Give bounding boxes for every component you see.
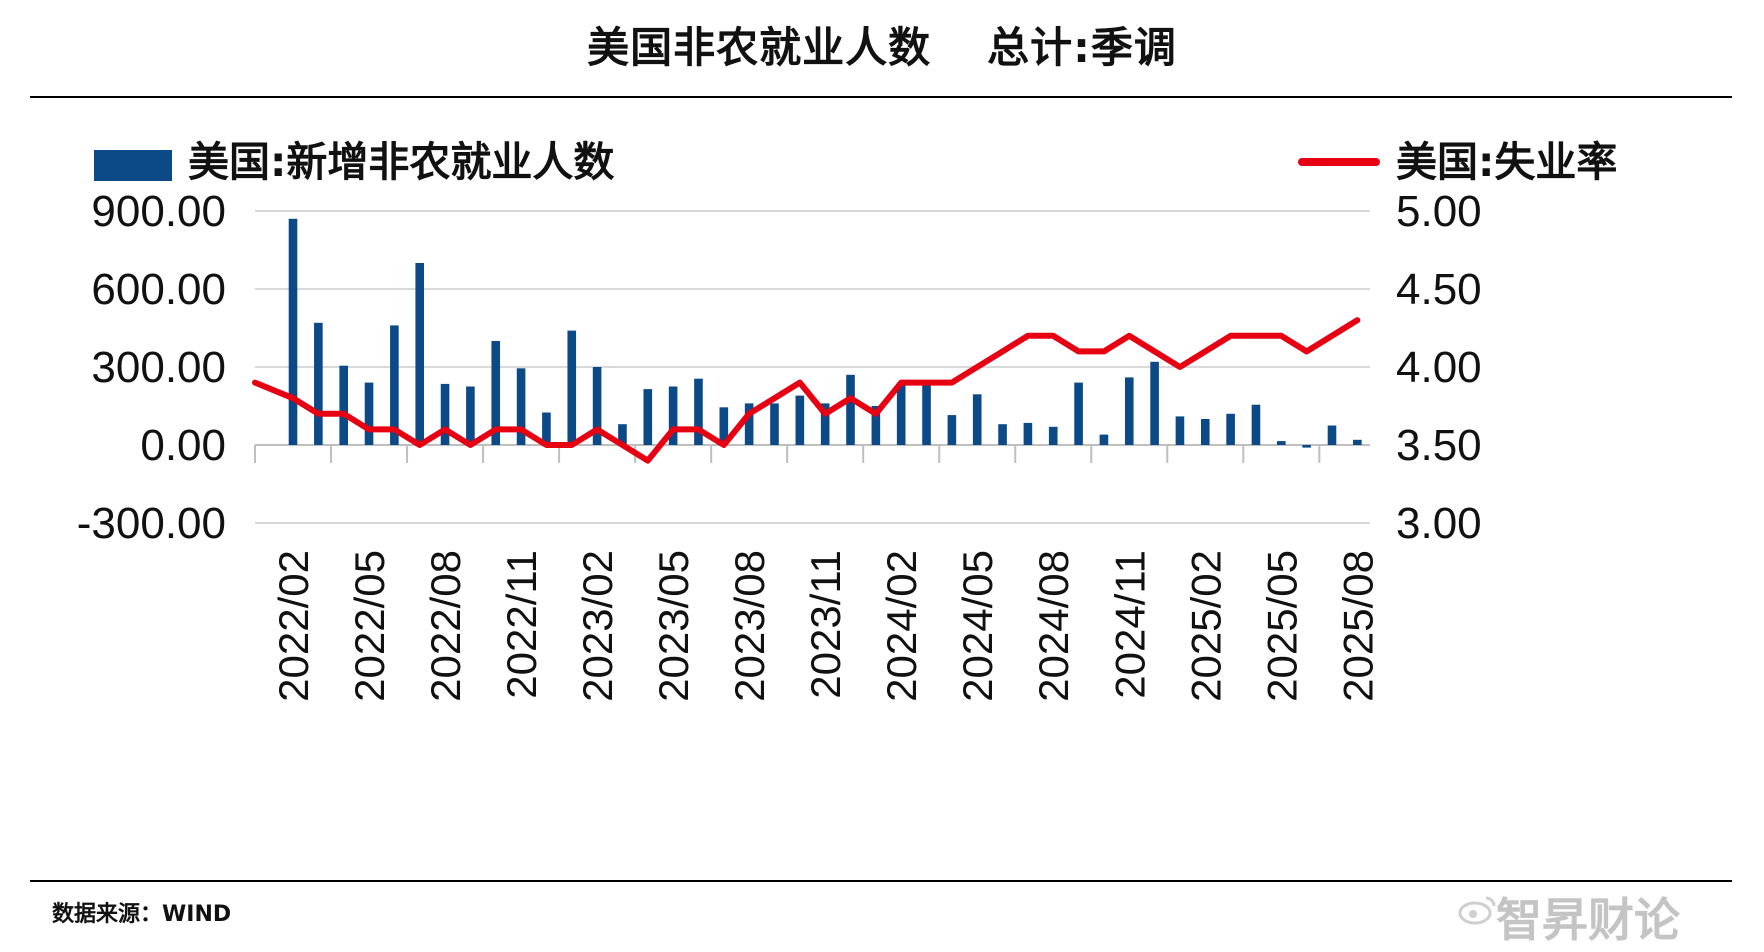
nonfarm-bar (415, 263, 425, 445)
nonfarm-bar (1124, 377, 1134, 445)
nonfarm-bar (1175, 416, 1185, 445)
x-tick-label: 2022/08 (422, 550, 469, 702)
y-right-tick-label: 3.50 (1396, 421, 1482, 470)
nonfarm-bar (795, 395, 805, 445)
nonfarm-bar (592, 367, 602, 445)
y-right-tick-label: 4.50 (1396, 265, 1482, 314)
nonfarm-bar (947, 415, 957, 445)
unemployment-line (252, 317, 1361, 464)
nonfarm-bar (744, 403, 754, 445)
y-right-tick-label: 4.00 (1396, 343, 1482, 392)
y-left-tick-label: -300.00 (77, 499, 226, 548)
nonfarm-bar (1099, 434, 1109, 445)
nonfarm-bar (770, 403, 779, 445)
legend-bar-label: 美国:新增非农就业人数 (188, 138, 615, 186)
nonfarm-bar (1226, 413, 1235, 445)
x-tick-label: 2024/11 (1106, 550, 1153, 699)
y-right-tick-label: 3.00 (1396, 499, 1482, 548)
weibo-logo-icon (1458, 896, 1496, 925)
nonfarm-bar (1251, 404, 1261, 445)
chart-title: 美国非农就业人数 总计:季调 (0, 14, 1764, 75)
y-left-tick-label: 300.00 (91, 343, 226, 392)
x-tick-label: 2024/05 (954, 550, 1001, 702)
nonfarm-bar (896, 382, 906, 445)
x-tick-label: 2025/08 (1334, 550, 1381, 702)
legend-bar-swatch (94, 149, 172, 181)
nonfarm-bar (390, 325, 399, 445)
nonfarm-bar (719, 407, 729, 445)
nonfarm-bar (466, 386, 475, 445)
legend-line-swatch (1298, 158, 1380, 166)
nonfarm-bar (694, 378, 703, 445)
y-left-tick-label: 0.00 (140, 421, 226, 470)
nonfarm-bar (871, 406, 881, 445)
nonfarm-bar (668, 386, 678, 445)
nonfarm-bar (1023, 422, 1033, 445)
x-tick-label: 2022/05 (346, 550, 393, 702)
nonfarm-bar (1048, 426, 1058, 445)
nonfarm-bar (846, 374, 855, 445)
nonfarm-bar (1302, 445, 1311, 448)
nonfarm-bar (618, 424, 627, 445)
x-tick-label: 2023/05 (650, 550, 697, 702)
nonfarm-bar (1353, 439, 1362, 445)
bottom-divider (30, 880, 1732, 882)
nonfarm-bar (1150, 361, 1159, 445)
nonfarm-bar (314, 322, 323, 445)
nonfarm-bar (440, 383, 450, 445)
x-tick-label: 2024/08 (1030, 550, 1077, 702)
nonfarm-bar (339, 365, 349, 445)
nonfarm-bar (1327, 425, 1337, 445)
chart-plot: 900.00 600.00 300.00 0.00 -300.00 5.00 4.50 4.0… (77, 187, 1482, 702)
x-tick-label: 2023/02 (574, 550, 621, 702)
nonfarm-bar (643, 389, 653, 445)
x-tick-label: 2024/02 (878, 550, 925, 702)
legend-line-label: 美国:失业率 (1396, 138, 1618, 186)
nonfarm-bar (1074, 382, 1083, 445)
nonfarm-bar (972, 394, 982, 445)
source-note: 数据来源：WIND (52, 902, 232, 927)
nonfarm-bar (491, 341, 501, 445)
y-right-tick-label: 5.00 (1396, 187, 1482, 236)
nonfarm-bar (516, 368, 526, 445)
nonfarm-bar (922, 380, 931, 445)
nonfarm-bar (1200, 419, 1210, 445)
y-left-tick-label: 600.00 (91, 265, 226, 314)
x-tick-label: 2023/08 (726, 550, 773, 702)
top-divider (30, 96, 1732, 98)
nonfarm-bar (567, 330, 577, 445)
chart-title-main: 美国非农就业人数 (587, 23, 932, 72)
watermark-text: 智昇财论 (1496, 893, 1680, 947)
nonfarm-bar (542, 412, 551, 445)
nonfarm-bar (288, 218, 298, 445)
nonfarm-bar (1276, 441, 1286, 445)
x-tick-label: 2022/02 (270, 550, 317, 702)
nonfarm-bar (364, 382, 374, 445)
x-tick-label: 2022/11 (498, 550, 545, 699)
nonfarm-bar (820, 403, 830, 445)
nonfarm-bar (998, 424, 1007, 445)
x-tick-label: 2023/11 (802, 550, 849, 699)
x-tick-label: 2025/05 (1258, 550, 1305, 702)
legend-item-bar: 美国:新增非农就业人数 (94, 128, 614, 188)
chart-title-sub: 总计:季调 (987, 23, 1177, 72)
x-tick-label: 2025/02 (1182, 550, 1229, 702)
legend-item-line: 美国:失业率 (1298, 128, 1617, 188)
y-left-tick-label: 900.00 (91, 187, 226, 236)
